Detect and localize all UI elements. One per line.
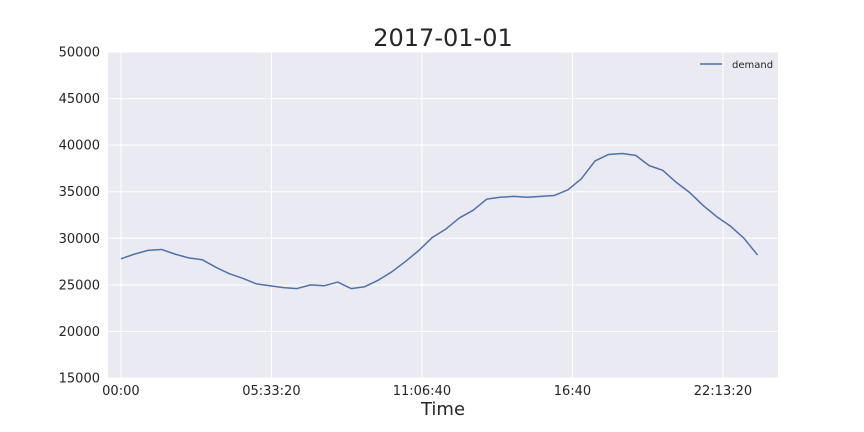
y-tick-label: 50000: [59, 46, 100, 61]
x-tick-label: 00:00: [102, 384, 139, 399]
y-axis: 15000 20000 25000 30000 35000 40000 45000 50000: [59, 46, 100, 387]
y-tick-label: 45000: [59, 92, 100, 107]
y-tick-label: 30000: [59, 232, 100, 247]
x-tick-label: 05:33:20: [242, 384, 300, 399]
y-tick-label: 20000: [59, 325, 100, 340]
x-axis-label: Time: [420, 399, 465, 420]
y-tick-label: 40000: [59, 139, 100, 154]
legend-label: demand: [732, 60, 773, 71]
chart-title: 2017-01-01: [373, 24, 512, 52]
plot-area: [108, 52, 778, 378]
y-tick-label: 25000: [59, 278, 100, 293]
x-axis: 00:00 05:33:20 11:06:40 16:40 22:13:20: [102, 384, 752, 399]
x-tick-label: 16:40: [554, 384, 591, 399]
y-tick-label: 35000: [59, 185, 100, 200]
x-tick-label: 11:06:40: [393, 384, 451, 399]
x-tick-label: 22:13:20: [694, 384, 752, 399]
y-tick-label: 15000: [59, 372, 100, 387]
